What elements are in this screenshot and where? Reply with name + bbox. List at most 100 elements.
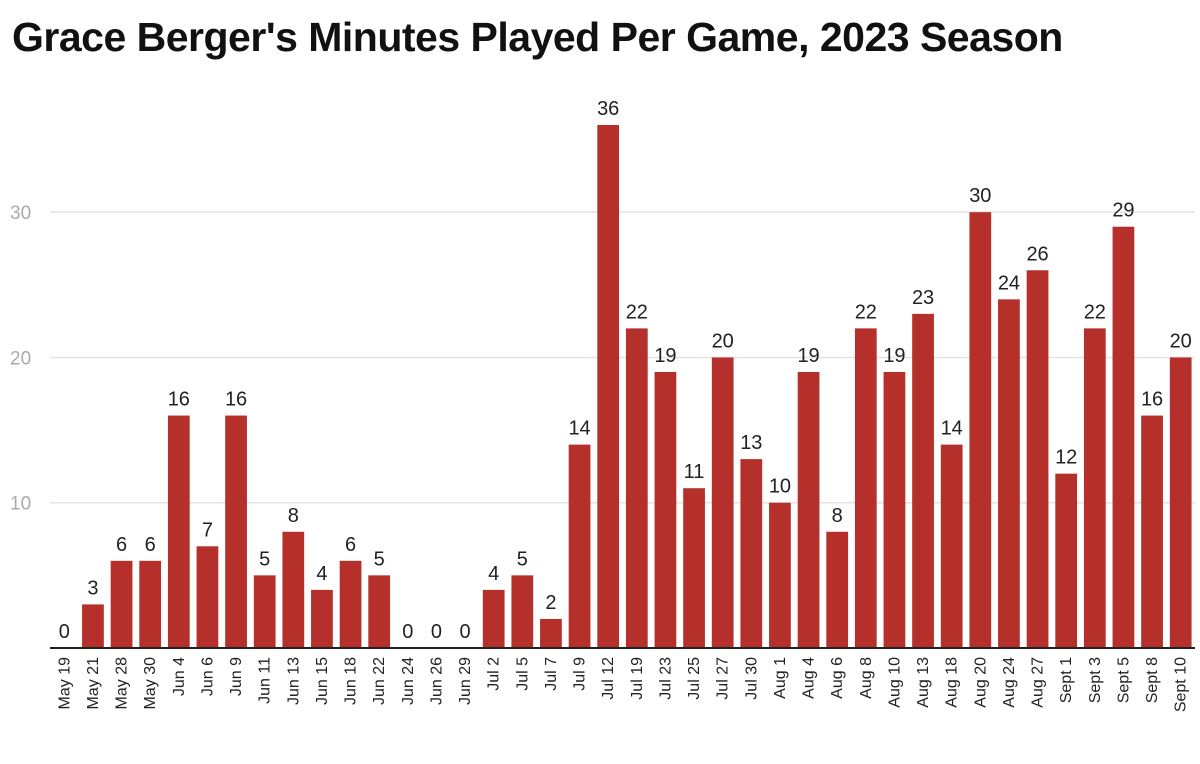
y-tick-label: 30 bbox=[10, 203, 31, 224]
category-label: Jul 5 bbox=[514, 657, 531, 691]
category-label: May 21 bbox=[85, 657, 102, 710]
bar bbox=[1083, 328, 1106, 648]
bar bbox=[82, 604, 104, 648]
bar bbox=[912, 313, 934, 648]
data-label: 14 bbox=[941, 418, 963, 440]
category-label: Sept 10 bbox=[1173, 657, 1190, 712]
data-label: 6 bbox=[145, 534, 156, 556]
bar bbox=[740, 459, 763, 648]
category-label: Jun 24 bbox=[400, 657, 417, 705]
bar bbox=[883, 371, 906, 648]
bar bbox=[225, 415, 247, 648]
bar bbox=[969, 212, 992, 648]
data-label: 0 bbox=[59, 621, 70, 643]
category-label: Sept 8 bbox=[1144, 657, 1161, 703]
data-label: 20 bbox=[712, 330, 734, 352]
bar bbox=[597, 125, 620, 648]
bar bbox=[282, 531, 305, 648]
bar bbox=[196, 546, 219, 648]
data-label: 3 bbox=[87, 577, 98, 599]
data-label: 13 bbox=[740, 432, 762, 454]
data-label: 16 bbox=[168, 389, 190, 411]
data-label: 0 bbox=[402, 621, 413, 643]
bar bbox=[1055, 473, 1078, 648]
data-label: 16 bbox=[225, 389, 247, 411]
data-label: 4 bbox=[316, 563, 327, 585]
bar bbox=[482, 589, 505, 648]
data-label: 8 bbox=[288, 505, 299, 527]
category-label: Aug 18 bbox=[944, 657, 961, 708]
category-label: Aug 24 bbox=[1001, 657, 1018, 708]
bar bbox=[167, 415, 190, 648]
bar bbox=[339, 560, 362, 648]
data-label: 0 bbox=[431, 621, 442, 643]
data-label: 19 bbox=[883, 345, 905, 367]
bars bbox=[82, 125, 1192, 648]
bar bbox=[540, 618, 562, 648]
data-label: 14 bbox=[568, 418, 590, 440]
bar bbox=[511, 575, 534, 648]
data-label: 5 bbox=[259, 548, 270, 570]
category-label: Jun 29 bbox=[457, 657, 474, 705]
bar bbox=[110, 560, 133, 648]
category-label: Jul 23 bbox=[657, 657, 674, 700]
bar bbox=[797, 371, 820, 648]
category-label: Jun 26 bbox=[428, 657, 445, 705]
data-label: 22 bbox=[855, 301, 877, 323]
category-label: Jul 9 bbox=[572, 657, 589, 691]
data-label: 19 bbox=[654, 345, 676, 367]
category-label: Aug 27 bbox=[1030, 657, 1047, 708]
bar bbox=[625, 328, 648, 648]
data-label: 19 bbox=[797, 345, 819, 367]
data-label: 5 bbox=[517, 548, 528, 570]
category-label: May 19 bbox=[56, 657, 73, 710]
category-label: Jul 12 bbox=[600, 657, 617, 700]
bar bbox=[654, 371, 677, 648]
data-label: 12 bbox=[1055, 447, 1077, 469]
data-label: 7 bbox=[202, 519, 213, 541]
category-label: Aug 13 bbox=[915, 657, 932, 708]
category-label: Aug 4 bbox=[801, 657, 818, 699]
x-axis: May 19 May 21 May 28 May 30 Jun 4 Jun 6 Jun 9 J… bbox=[50, 647, 1195, 712]
category-label: Sept 5 bbox=[1115, 657, 1132, 703]
y-tick-label: 10 bbox=[10, 494, 31, 515]
data-label: 4 bbox=[488, 563, 499, 585]
category-label: Aug 20 bbox=[972, 657, 989, 708]
y-tick-label: 20 bbox=[10, 348, 31, 369]
category-label: Sept 3 bbox=[1087, 657, 1104, 703]
category-label: Aug 1 bbox=[772, 657, 789, 699]
bar bbox=[769, 502, 791, 648]
category-label: May 30 bbox=[142, 657, 159, 710]
category-label: Sept 1 bbox=[1058, 657, 1075, 703]
data-label: 6 bbox=[116, 534, 127, 556]
data-label: 29 bbox=[1112, 200, 1134, 222]
category-label: Jun 6 bbox=[199, 657, 216, 696]
bar bbox=[253, 575, 276, 648]
data-label: 6 bbox=[345, 534, 356, 556]
data-label: 16 bbox=[1141, 389, 1163, 411]
data-label: 0 bbox=[460, 621, 471, 643]
data-label: 22 bbox=[626, 301, 648, 323]
category-label: Aug 8 bbox=[858, 657, 875, 699]
category-label: Jul 30 bbox=[743, 657, 760, 700]
category-label: Jun 22 bbox=[371, 657, 388, 705]
chart-title: Grace Berger's Minutes Played Per Game, … bbox=[12, 14, 1063, 60]
data-label: 11 bbox=[684, 461, 705, 483]
category-label: Jun 15 bbox=[314, 657, 331, 705]
bar bbox=[826, 531, 849, 648]
category-label: May 28 bbox=[114, 657, 131, 710]
bar bbox=[1141, 415, 1163, 648]
category-label: Jun 13 bbox=[285, 657, 302, 705]
category-label: Jul 2 bbox=[486, 657, 503, 691]
bar bbox=[139, 560, 162, 648]
bar bbox=[683, 488, 705, 648]
bar bbox=[1026, 270, 1049, 648]
data-label: 20 bbox=[1170, 330, 1192, 352]
data-label: 23 bbox=[912, 287, 934, 309]
data-label: 10 bbox=[769, 476, 791, 498]
data-label: 8 bbox=[832, 505, 843, 527]
bar bbox=[311, 589, 333, 648]
category-label: Aug 10 bbox=[886, 657, 903, 708]
